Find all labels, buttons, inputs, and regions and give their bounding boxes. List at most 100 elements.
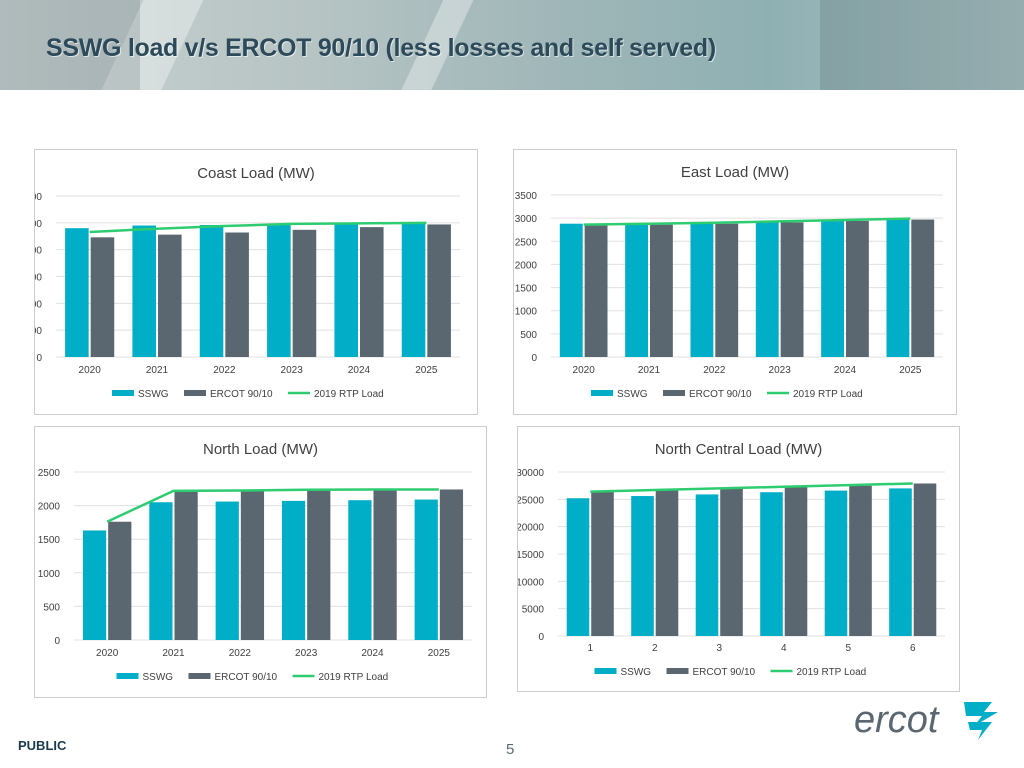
chart-panel-coast: Coast Load (MW) 0 5000 10000 15000 20000 25000… (34, 149, 478, 415)
bar-ercot-90-10 (911, 219, 935, 357)
bar-sswg (132, 225, 156, 357)
bar-ercot-90-10 (784, 486, 808, 636)
public-label: PUBLIC (18, 738, 67, 753)
x-tick-label: 2021 (162, 648, 185, 659)
x-tick-label: 2022 (213, 365, 236, 376)
y-tick-label: 2500 (515, 237, 538, 248)
bar-ercot-90-10 (655, 490, 679, 636)
legend-label: 2019 RTP Load (797, 667, 867, 678)
bar-sswg (281, 500, 306, 640)
legend-label: ERCOT 90/10 (215, 672, 278, 683)
y-tick-label: 15000 (35, 273, 42, 284)
bar-sswg (334, 223, 358, 357)
legend-label: 2019 RTP Load (314, 389, 384, 400)
y-tick-label: 30000 (35, 192, 42, 203)
line-2019-rtp-load (89, 221, 427, 234)
header-banner: SSWG load v/s ERCOT 90/10 (less losses a… (0, 0, 1024, 90)
bar-ercot-90-10 (174, 490, 198, 640)
y-tick-label: 10000 (518, 577, 544, 588)
y-tick-label: 2500 (38, 468, 61, 479)
ercot-logo: ercot (854, 699, 998, 741)
x-tick-label: 2020 (96, 648, 119, 659)
line-2019-rtp-load (590, 482, 913, 493)
x-tick-label: 2025 (415, 365, 438, 376)
y-tick-label: 2000 (515, 260, 538, 271)
bar-ercot-90-10 (715, 223, 739, 357)
legend-label: 2019 RTP Load (793, 389, 863, 400)
x-tick-label: 6 (910, 643, 916, 654)
bar-sswg (695, 494, 719, 636)
y-tick-label: 0 (54, 636, 60, 647)
legend-label: SSWG (143, 672, 174, 683)
legend-swatch (188, 673, 211, 679)
bar-sswg (414, 499, 438, 640)
legend-label: 2019 RTP Load (319, 672, 389, 683)
chart-title: Coast Load (MW) (197, 165, 315, 182)
y-tick-label: 30000 (518, 468, 544, 479)
x-tick-label: 3 (716, 643, 722, 654)
bar-ercot-90-10 (439, 489, 464, 640)
legend-label: SSWG (617, 389, 648, 400)
x-tick-label: 2023 (295, 648, 318, 659)
legend-swatch (663, 390, 685, 396)
bar-sswg (401, 222, 426, 357)
bar-ercot-90-10 (158, 234, 182, 357)
bar-ercot-90-10 (427, 224, 451, 357)
bar-ercot-90-10 (849, 485, 872, 636)
chart-panel-north: North Load (MW) 0 500 1000 1500 2000 2500 2020 2… (34, 426, 487, 698)
y-tick-label: 25000 (518, 495, 544, 506)
bar-ercot-90-10 (360, 227, 384, 357)
y-tick-label: 1000 (515, 307, 538, 318)
bar-sswg (821, 219, 845, 357)
bar-ercot-90-10 (307, 490, 331, 640)
x-tick-label: 1 (587, 643, 593, 654)
x-tick-label: 2020 (79, 365, 102, 376)
bar-ercot-90-10 (913, 483, 937, 636)
banner-decoration (820, 0, 1024, 90)
legend-swatch (184, 390, 206, 396)
bar-sswg (889, 488, 912, 636)
bar-sswg (267, 224, 291, 357)
bar-ercot-90-10 (591, 491, 614, 636)
bar-ercot-90-10 (649, 224, 673, 357)
x-tick-label: 2022 (229, 648, 252, 659)
y-tick-label: 1500 (38, 535, 61, 546)
bar-sswg (566, 498, 590, 636)
x-tick-label: 2024 (834, 365, 857, 376)
bar-sswg (559, 223, 583, 357)
chart-panel-east: East Load (MW) 0 500 1000 1500 2000 2500 3000 35… (513, 149, 957, 415)
y-tick-label: 25000 (35, 219, 42, 230)
legend-label: ERCOT 90/10 (210, 389, 273, 400)
y-tick-label: 3500 (515, 191, 538, 202)
x-tick-label: 2023 (769, 365, 792, 376)
banner-decoration (0, 0, 140, 90)
bar-sswg (199, 224, 224, 357)
bar-sswg (65, 228, 89, 357)
bar-ercot-90-10 (720, 488, 743, 636)
legend-swatch (112, 390, 134, 396)
page-number: 5 (506, 741, 515, 758)
y-tick-label: 3000 (515, 214, 538, 225)
x-tick-label: 5 (845, 643, 851, 654)
y-tick-label: 0 (538, 632, 544, 643)
bar-sswg (755, 221, 779, 357)
bar-sswg (824, 490, 848, 636)
x-tick-label: 2025 (899, 365, 922, 376)
bar-sswg (348, 500, 372, 640)
bar-sswg (690, 222, 714, 357)
slide-title: SSWG load v/s ERCOT 90/10 (less losses a… (46, 34, 716, 62)
bar-ercot-90-10 (584, 225, 608, 357)
y-tick-label: 10000 (35, 299, 42, 310)
bar-sswg (82, 530, 107, 640)
bar-ercot-90-10 (90, 237, 115, 357)
legend-label: SSWG (621, 667, 652, 678)
y-tick-label: 5000 (522, 605, 545, 616)
legend-label: SSWG (138, 389, 169, 400)
y-tick-label: 500 (43, 602, 60, 613)
y-tick-label: 15000 (518, 550, 544, 561)
legend-swatch (116, 673, 139, 679)
x-tick-label: 2022 (703, 365, 726, 376)
y-tick-label: 500 (520, 330, 537, 341)
y-tick-label: 0 (531, 353, 537, 364)
line-2019-rtp-load (106, 488, 439, 523)
